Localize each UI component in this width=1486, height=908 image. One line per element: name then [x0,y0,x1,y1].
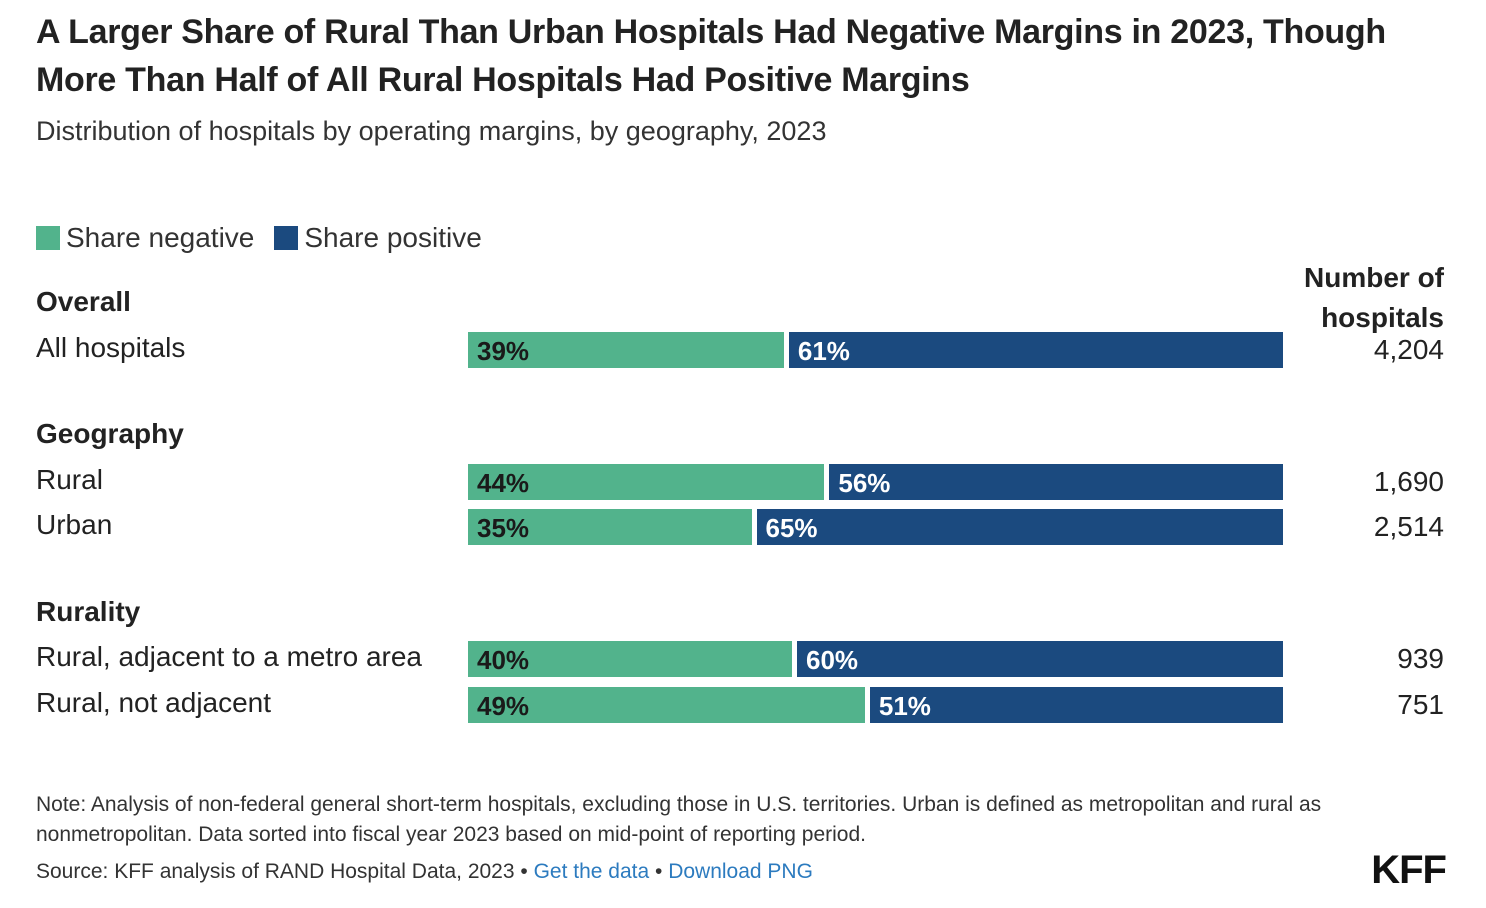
group-label-rurality: Rurality [36,596,141,627]
row-label: Rural, adjacent to a metro area [36,641,422,672]
bar-negative: 35% [468,509,752,545]
legend-swatch-positive [274,226,299,250]
legend-label-negative: Share negative [66,222,255,253]
bar-positive: 61% [788,332,1283,368]
bar-positive: 65% [756,509,1283,545]
hospital-count: 751 [1397,689,1444,720]
row-label: All hospitals [36,332,186,363]
row-label: Rural, not adjacent [36,687,272,718]
hospital-count: 2,514 [1373,511,1444,542]
chart-title: A Larger Share of Rural Than Urban Hospi… [36,13,1386,99]
row-label: Rural [36,464,103,495]
hospital-count: 4,204 [1373,334,1444,365]
bar-positive: 51% [869,687,1283,723]
count-column-header: Number of hospitals [1304,262,1444,333]
chart-source: Source: KFF analysis of RAND Hospital Da… [36,860,813,884]
source-separator-1: • [514,860,534,883]
kff-logo: KFF [1371,848,1447,892]
bar-positive: 60% [797,641,1283,677]
source-separator-2: • [649,860,669,883]
bar-negative: 39% [468,332,784,368]
legend-item-positive: Share positive [274,222,482,254]
hospital-count: 1,690 [1373,466,1444,497]
bar-positive: 56% [829,464,1283,500]
legend-label-positive: Share positive [304,222,482,253]
row-label: Urban [36,509,113,540]
legend-item-negative: Share negative [36,222,254,254]
get-the-data-link[interactable]: Get the data [533,860,650,883]
legend-swatch-negative [36,226,60,250]
group-label-geography: Geography [36,418,184,449]
bar-negative: 44% [468,464,825,500]
source-text: Source: KFF analysis of RAND Hospital Da… [36,860,515,883]
chart-subtitle: Distribution of hospitals by operating m… [36,116,827,146]
chart-note: Note: Analysis of non-federal general sh… [36,793,1322,846]
bar-negative: 49% [468,687,865,723]
download-png-link[interactable]: Download PNG [668,860,813,883]
bar-negative: 40% [468,641,792,677]
group-label-overall: Overall [36,286,131,317]
hospital-count: 939 [1397,643,1444,674]
legend: Share negative Share positive [36,222,502,254]
